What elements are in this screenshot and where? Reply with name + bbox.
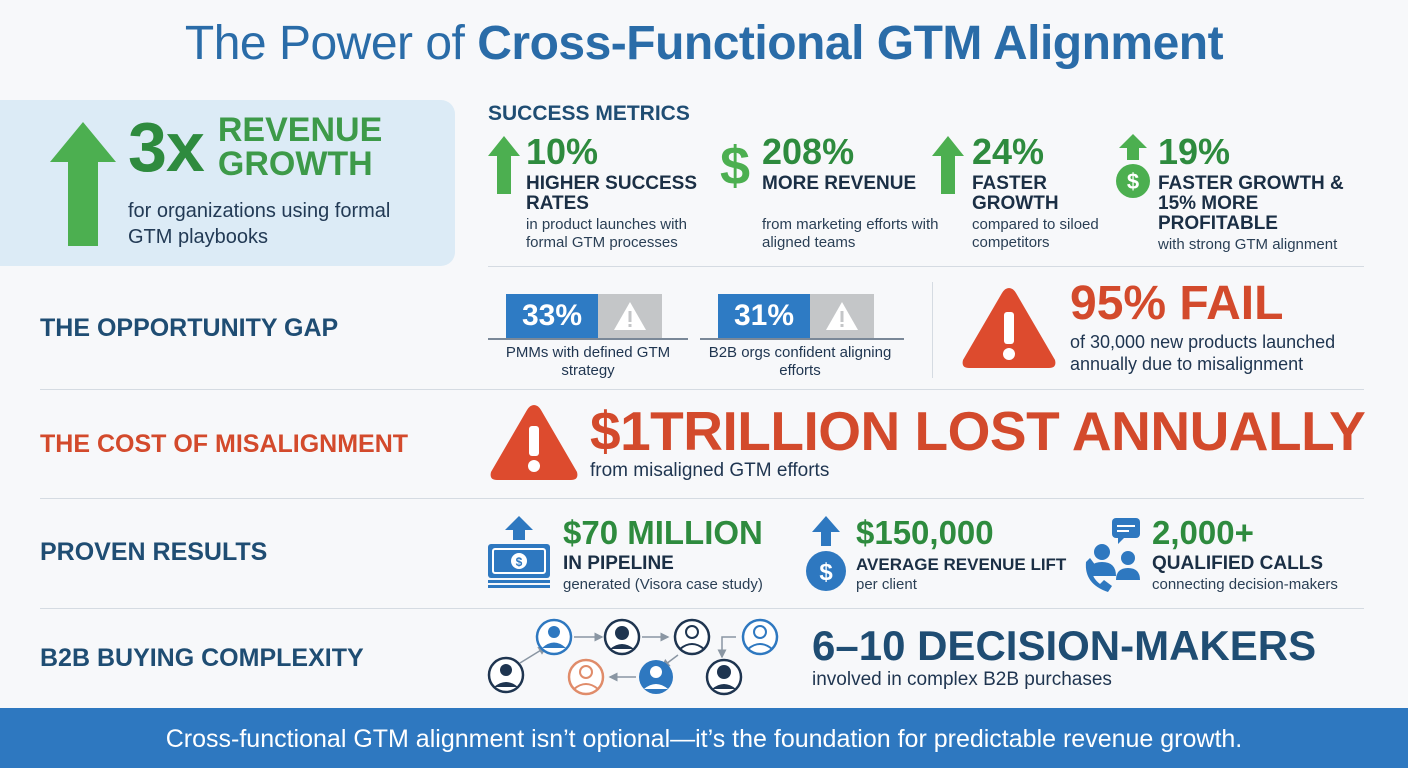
- hero-sub: for organizations using formal GTM playb…: [128, 200, 391, 248]
- svg-text:$: $: [516, 555, 523, 569]
- result-heading: QUALIFIED CALLS: [1152, 553, 1323, 574]
- metric-sub: with strong GTM alignment: [1158, 236, 1338, 253]
- result-sub: connecting decision-makers: [1152, 576, 1338, 593]
- divider: [40, 389, 1364, 390]
- warning-icon: [810, 294, 874, 338]
- complexity-label: B2B BUYING COMPLEXITY: [40, 644, 364, 672]
- metric-value: 19%: [1158, 131, 1231, 172]
- cost-label: THE COST OF MISALIGNMENT: [40, 430, 409, 458]
- result-value: 2,000+: [1152, 514, 1254, 551]
- up-arrow-icon: [488, 136, 520, 194]
- proven-results-label: PROVEN RESULTS: [40, 538, 268, 566]
- warning-icon: [490, 405, 578, 480]
- up-arrow-icon: [932, 136, 964, 194]
- gap-stat: 31%: [718, 294, 874, 338]
- decision-makers-sub: involved in complex B2B purchases: [812, 669, 1112, 690]
- divider: [932, 282, 933, 378]
- gap-stat: 33%: [506, 294, 662, 338]
- metrics-label: SUCCESS METRICS: [488, 102, 690, 125]
- cost-sub: from misaligned GTM efforts: [590, 460, 830, 481]
- warning-icon: [598, 294, 662, 338]
- up-arrow-icon: [50, 122, 116, 246]
- coin-arrow-icon: $: [1116, 134, 1150, 198]
- hero-label: REVENUE GROWTH: [217, 111, 383, 183]
- decision-makers-network-icon: [487, 618, 779, 696]
- metric-heading: FASTER GROWTH & 15% MORE PROFITABLE: [1158, 173, 1344, 234]
- gap-caption: PMMs with defined GTM strategy: [505, 344, 671, 379]
- hero-panel: 3x REVENUE GROWTH for organizations usin…: [0, 100, 455, 266]
- people-call-icon: [1085, 518, 1140, 592]
- result-heading: IN PIPELINE: [563, 553, 674, 574]
- metric-sub: in product launches with formal GTM proc…: [526, 216, 687, 251]
- svg-text:$: $: [1127, 169, 1139, 194]
- metric-sub: compared to siloed competitors: [972, 216, 1099, 251]
- footer-banner: Cross-functional GTM alignment isn’t opt…: [0, 708, 1408, 768]
- decision-makers-big: 6–10 DECISION-MAKERS: [812, 622, 1317, 669]
- money-bill-icon: $: [488, 516, 550, 588]
- result-sub: generated (Visora case study): [563, 576, 763, 593]
- title-part2: Cross-Functional GTM Alignment: [477, 17, 1224, 70]
- metric-value: 24%: [972, 131, 1045, 172]
- fail-big: 95% FAIL: [1070, 277, 1284, 330]
- result-value: $150,000: [856, 514, 994, 551]
- hero-big: 3x: [128, 108, 205, 186]
- divider: [40, 498, 1364, 499]
- divider: [488, 266, 1364, 267]
- gap-caption: B2B orgs confident aligning efforts: [708, 344, 892, 379]
- metric-heading: FASTER GROWTH: [972, 173, 1059, 214]
- metric-value: 208%: [762, 131, 855, 172]
- fail-sub: of 30,000 new products launched annually…: [1070, 332, 1336, 374]
- result-heading: AVERAGE REVENUE LIFT: [856, 555, 1067, 574]
- gap-value: 31%: [718, 294, 810, 338]
- title-part1: The Power of: [184, 17, 478, 70]
- divider: [40, 608, 1364, 609]
- page-title: The Power of Cross-Functional GTM Alignm…: [0, 16, 1408, 71]
- gap-baseline: [700, 338, 904, 340]
- metric-heading: HIGHER SUCCESS RATES: [526, 173, 698, 214]
- svg-text:$: $: [819, 559, 833, 586]
- gap-value: 33%: [506, 294, 598, 338]
- svg-text:$: $: [720, 136, 750, 192]
- metric-heading: MORE REVENUE: [762, 173, 917, 194]
- dollar-coin-icon: $: [806, 516, 846, 591]
- cost-big: $1TRILLION LOST ANNUALLY: [590, 400, 1366, 462]
- gap-baseline: [488, 338, 688, 340]
- result-value: $70 MILLION: [563, 514, 763, 551]
- metric-sub: from marketing efforts with aligned team…: [762, 216, 939, 251]
- opportunity-gap-label: THE OPPORTUNITY GAP: [40, 314, 339, 342]
- warning-icon: [962, 288, 1056, 368]
- metric-value: 10%: [526, 131, 599, 172]
- dollar-icon: $: [720, 136, 750, 192]
- result-sub: per client: [856, 576, 917, 593]
